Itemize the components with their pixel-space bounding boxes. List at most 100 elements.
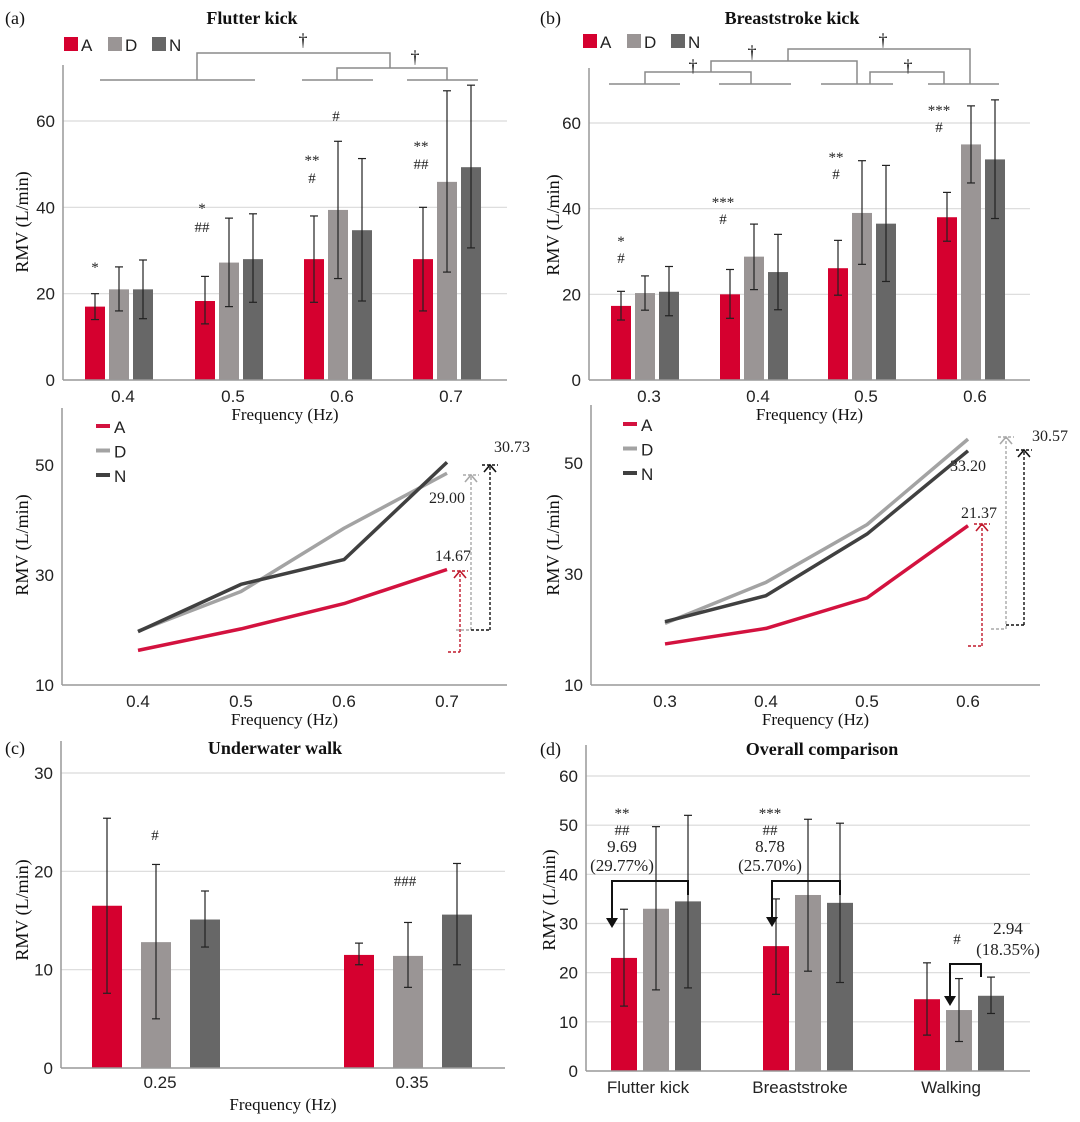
legend-label: N	[114, 467, 126, 486]
bar-N-0.5	[243, 259, 263, 380]
difference-arrowhead-icon	[483, 463, 497, 473]
x-tick-label: 0.35	[395, 1073, 428, 1092]
y-axis-title: RMV (L/min)	[12, 171, 33, 272]
difference-arrowhead-icon	[975, 522, 989, 532]
difference-label: 33.20	[950, 458, 986, 475]
legend-swatch-D	[108, 37, 122, 51]
x-tick-label: 0.4	[754, 692, 778, 711]
x-tick-label: 0.5	[855, 692, 879, 711]
dagger-marker: †	[689, 56, 698, 76]
significance-annotation: **	[615, 806, 630, 822]
chart-title: Underwater walk	[208, 738, 342, 758]
y-axis-title: RMV (L/min)	[543, 174, 564, 275]
legend-label: D	[125, 36, 137, 55]
difference-label: 30.57	[1032, 428, 1068, 445]
significance-annotation: ##	[763, 823, 779, 839]
y-tick-label: 10	[564, 676, 583, 695]
comparison-bracket	[644, 71, 752, 84]
bar-D-0.4	[109, 289, 129, 380]
y-tick-label: 30	[34, 764, 53, 783]
significance-annotation: *	[198, 201, 206, 217]
y-tick-label: 50	[564, 454, 583, 473]
line-series-N	[664, 449, 970, 624]
significance-annotation: (29.77%)	[590, 856, 654, 875]
significance-annotation: #	[332, 109, 340, 125]
legend-label: D	[644, 33, 656, 52]
y-tick-label: 60	[559, 767, 578, 786]
y-tick-label: 20	[36, 285, 55, 304]
bar-D-0.6	[328, 209, 348, 380]
panel-label: (a)	[5, 8, 25, 29]
significance-annotation: **	[305, 153, 320, 169]
x-axis-title: Frequency (Hz)	[231, 710, 338, 729]
x-tick-label: 0.4	[746, 387, 770, 406]
significance-annotation: #	[151, 828, 159, 844]
significance-annotation: #	[308, 171, 316, 187]
x-tick-label: 0.6	[956, 692, 980, 711]
bar-N-0.3	[659, 291, 679, 380]
difference-bracket	[611, 880, 689, 920]
legend-swatch-A	[583, 34, 597, 48]
bar-A-0.35	[344, 954, 374, 1068]
difference-bracket	[771, 880, 841, 919]
legend-label: A	[600, 33, 612, 52]
x-tick-label: 0.6	[963, 387, 987, 406]
y-tick-label: 30	[35, 566, 54, 585]
arrow-down-icon	[766, 917, 778, 927]
bar-D-0.6	[961, 144, 981, 380]
y-tick-label: 40	[36, 198, 55, 217]
significance-annotation: ##	[195, 220, 211, 236]
difference-label: 21.37	[961, 505, 997, 522]
bar-A-0.5	[195, 301, 215, 380]
significance-annotation: 2.94	[993, 919, 1023, 938]
significance-annotation: ***	[712, 195, 735, 211]
y-tick-label: 40	[562, 200, 581, 219]
chart-title: Breaststroke kick	[725, 8, 860, 28]
significance-annotation: *	[91, 260, 99, 276]
difference-bracket	[949, 963, 982, 998]
dagger-marker: †	[411, 47, 420, 67]
significance-annotation: ###	[394, 874, 417, 890]
significance-annotation: #	[617, 251, 625, 267]
x-tick-label: Flutter kick	[607, 1078, 690, 1097]
panel-label: (d)	[540, 739, 561, 760]
x-tick-label: Walking	[921, 1078, 981, 1097]
legend-label: A	[81, 36, 93, 55]
bar-A-0.7	[413, 259, 433, 380]
x-axis-title: Frequency (Hz)	[229, 1095, 336, 1114]
arrow-down-icon	[944, 996, 956, 1006]
chart-title: Flutter kick	[206, 8, 297, 28]
arrow-down-icon	[606, 918, 618, 928]
bar-N-0.6	[352, 230, 372, 380]
y-axis-title: RMV (L/min)	[12, 859, 33, 960]
x-axis-title: Frequency (Hz)	[762, 710, 869, 729]
legend-label: N	[169, 36, 181, 55]
x-axis-title: Frequency (Hz)	[231, 405, 338, 424]
comparison-bracket	[787, 48, 971, 84]
significance-annotation: #	[719, 212, 727, 228]
bar-D-0.4	[744, 256, 764, 380]
x-tick-label: 0.7	[439, 387, 463, 406]
comparison-bracket	[336, 67, 448, 80]
significance-annotation: 9.69	[607, 837, 637, 856]
y-tick-label: 20	[34, 862, 53, 881]
legend-label: A	[114, 418, 126, 437]
x-tick-label: 0.5	[854, 387, 878, 406]
significance-annotation: 8.78	[755, 837, 785, 856]
y-tick-label: 10	[34, 961, 53, 980]
dagger-marker: †	[879, 30, 888, 50]
bar-N-0.6	[985, 159, 1005, 380]
bar-A-0.4	[720, 294, 740, 380]
y-tick-label: 0	[572, 371, 581, 390]
bar-D-0.3	[635, 293, 655, 380]
legend-label: N	[641, 465, 653, 484]
x-tick-label: 0.3	[653, 692, 677, 711]
bar-A-0.6	[304, 259, 324, 380]
chart-title: Overall comparison	[746, 739, 898, 759]
panel-label: (b)	[540, 8, 561, 29]
comparison-bracket	[710, 60, 858, 84]
legend-label: D	[641, 441, 653, 460]
legend-swatch-N	[152, 37, 166, 51]
bar-A-0.6	[937, 217, 957, 380]
